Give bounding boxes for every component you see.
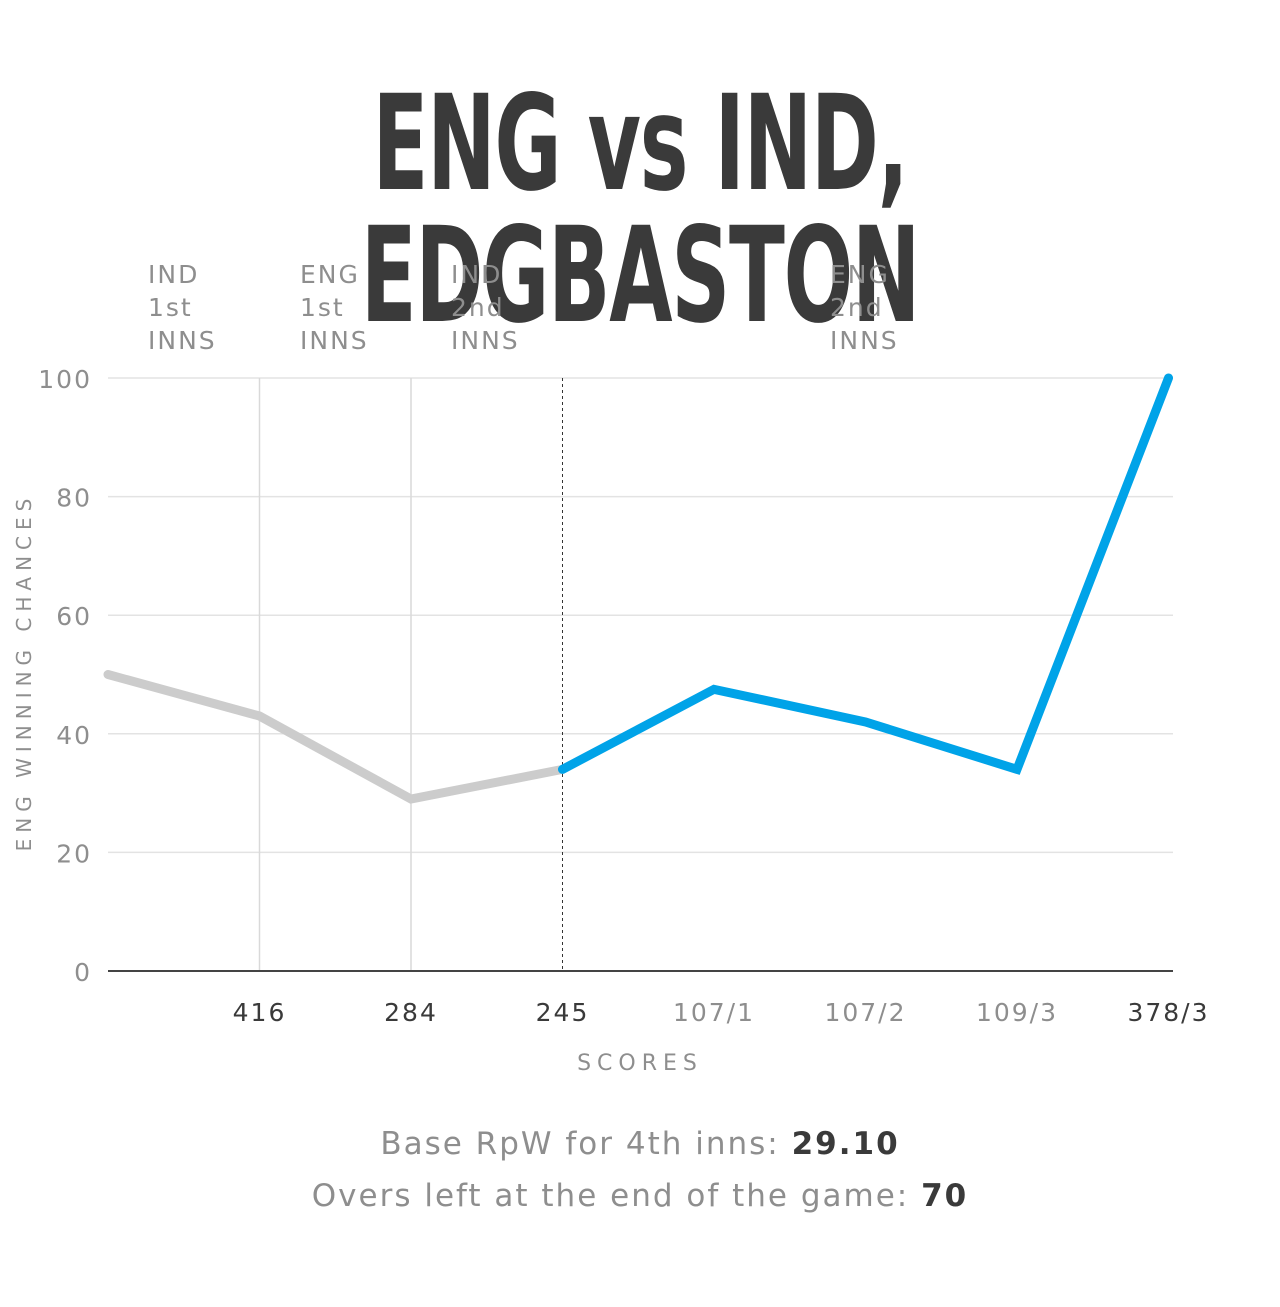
y-tick-label: 80: [56, 484, 92, 513]
innings-label-ind-2nd: IND 2nd INNS: [451, 260, 520, 355]
innings-label-ind-1st: IND 1st INNS: [148, 260, 217, 355]
footer-line-overs-left: Overs left at the end of the game: 70: [0, 1170, 1280, 1222]
y-axis-label: ENG WINNING CHANCES: [12, 493, 36, 852]
x-tick-label: 378/3: [1127, 998, 1209, 1027]
y-tick-label: 60: [56, 602, 92, 631]
x-axis-label: SCORES: [577, 1051, 703, 1076]
series-line-1: [558, 373, 1173, 775]
base-rpw-label: Base RpW for 4th inns:: [380, 1126, 792, 1162]
y-tick-label: 0: [74, 958, 92, 987]
series-line-0: [103, 670, 567, 804]
overs-left-label: Overs left at the end of the game:: [311, 1178, 922, 1214]
footer: Base RpW for 4th inns: 29.10 Overs left …: [0, 1118, 1280, 1222]
y-tick-label: 20: [56, 839, 92, 868]
innings-label-eng-1st: ENG 1st INNS: [300, 260, 369, 355]
x-tick-label: 107/1: [673, 998, 755, 1027]
chart-title: ENG vs IND, EDGBASTON: [360, 67, 921, 353]
footer-line-base-rpw: Base RpW for 4th inns: 29.10: [0, 1118, 1280, 1170]
x-tick-label: 284: [384, 998, 438, 1027]
innings-label-eng-2nd: ENG 2nd INNS: [830, 260, 899, 355]
base-rpw-value: 29.10: [791, 1126, 900, 1162]
overs-left-value: 70: [921, 1178, 969, 1214]
y-tick-label: 40: [56, 721, 92, 750]
x-tick-label: 107/2: [824, 998, 906, 1027]
y-tick-label: 100: [38, 365, 92, 394]
line-chart: 0 20 40 60 80 100 416 284 245 107/1 107/2 109/3 378/…: [12, 365, 1209, 1076]
x-tick-label: 245: [536, 998, 590, 1027]
x-tick-label: 416: [233, 998, 287, 1027]
x-tick-label: 109/3: [976, 998, 1058, 1027]
